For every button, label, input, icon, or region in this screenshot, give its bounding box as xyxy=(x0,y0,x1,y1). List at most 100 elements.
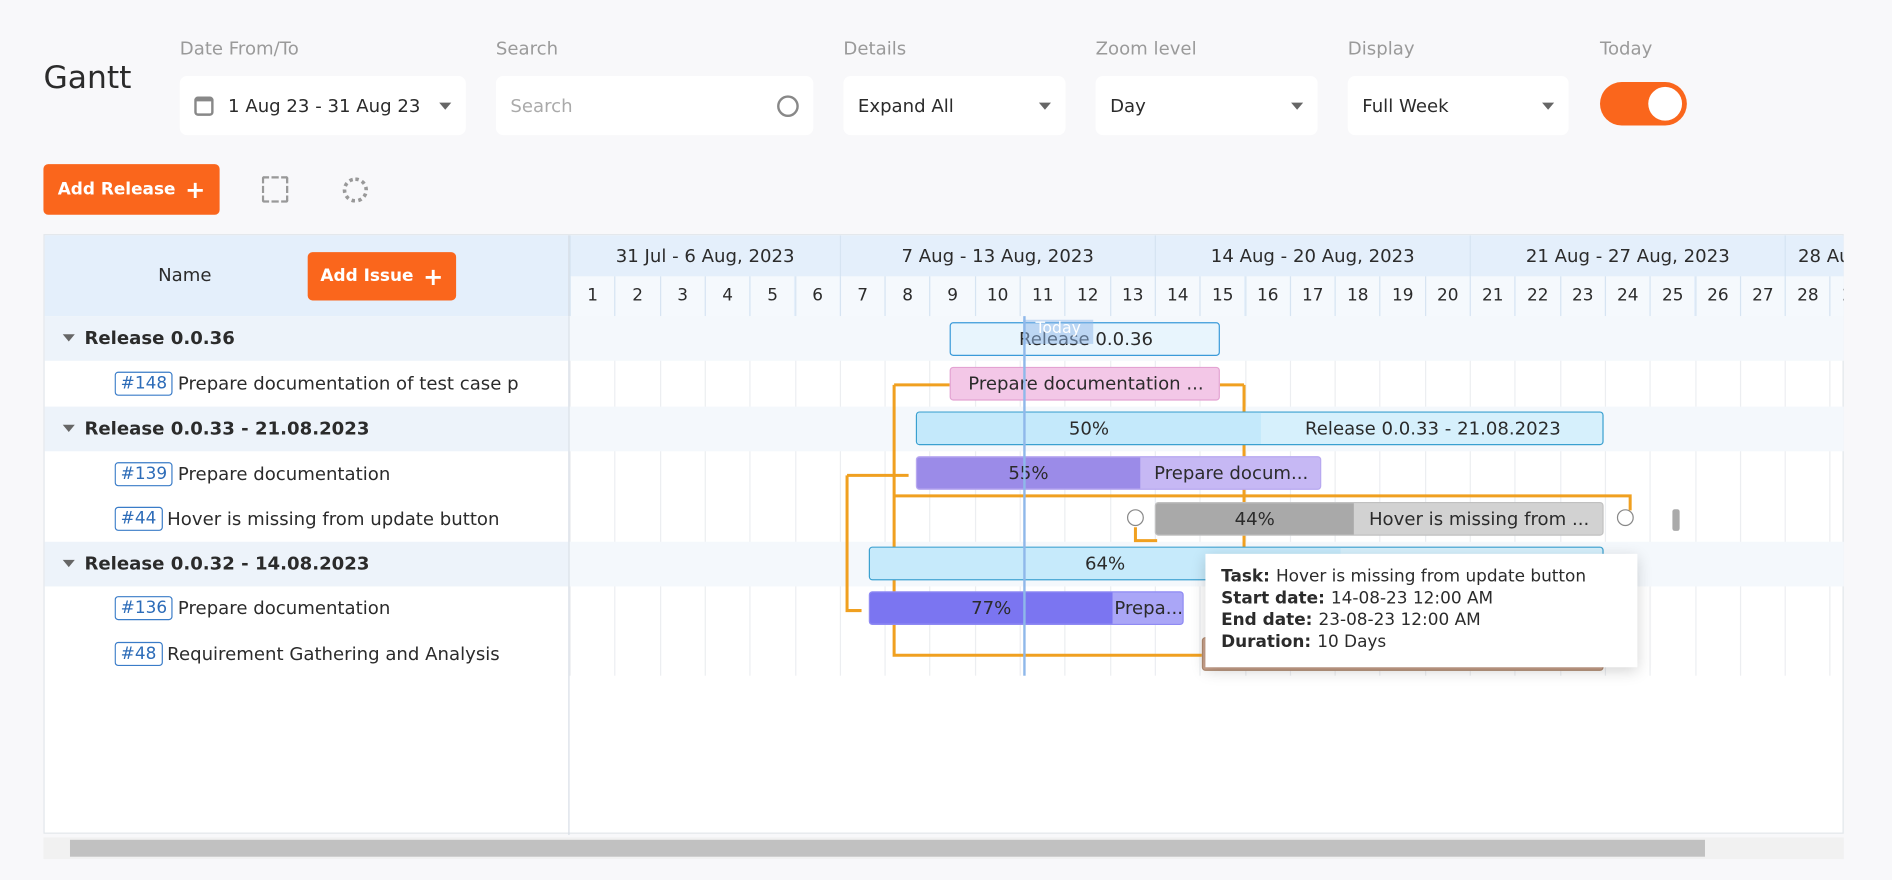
tooltip-line: Duration: 10 Days xyxy=(1221,631,1622,653)
dropdown-value: Full Week xyxy=(1362,94,1449,117)
day-label: 29 xyxy=(1829,276,1844,317)
day-label: 13 xyxy=(1109,276,1155,317)
grid-divider xyxy=(568,316,570,835)
day-label: 22 xyxy=(1514,276,1560,317)
expand-caret[interactable] xyxy=(62,334,75,342)
drag-handle[interactable] xyxy=(1126,509,1144,527)
task-progress xyxy=(917,457,1141,490)
task-bar[interactable]: 55% Prepare docum... xyxy=(915,456,1322,491)
dropdown[interactable]: Full Week xyxy=(1347,76,1569,136)
day-label: 19 xyxy=(1379,276,1425,317)
issue-name: Requirement Gathering and Analysis xyxy=(167,642,500,665)
issue-id: #136 xyxy=(114,596,174,621)
issue-name: Prepare documentation xyxy=(177,462,391,485)
release-row-bg xyxy=(44,541,569,587)
issue-name: Prepare documentation xyxy=(177,597,391,620)
day-label: 11 xyxy=(1019,276,1065,317)
search-input[interactable]: Search xyxy=(495,76,814,136)
expand-caret[interactable] xyxy=(62,424,75,432)
day-label: 10 xyxy=(974,276,1020,317)
week-label: 7 Aug - 13 Aug, 2023 xyxy=(839,235,1155,277)
progress-label: 44% xyxy=(1234,507,1275,530)
issue-row: #136 Prepare documentation xyxy=(114,586,569,631)
release-name: Release 0.0.33 - 21.08.2023 xyxy=(84,417,370,439)
issue-id: #48 xyxy=(114,641,163,666)
resize-handle[interactable] xyxy=(1672,509,1680,531)
day-label: 28 xyxy=(1784,276,1830,317)
task-bar[interactable]: Prepare documentation ... xyxy=(949,366,1220,401)
day-label: 7 xyxy=(839,276,885,317)
name-header: Name xyxy=(158,264,212,286)
day-grid-line xyxy=(839,316,841,676)
dependency-line xyxy=(845,475,862,613)
dependency-line xyxy=(1133,527,1158,543)
today-toggle[interactable] xyxy=(1599,82,1687,126)
day-label: 12 xyxy=(1064,276,1110,317)
tooltip-value: Hover is missing from update button xyxy=(1275,567,1587,587)
day-label: 26 xyxy=(1694,276,1740,317)
search-placeholder: Search xyxy=(510,94,573,117)
day-label: 15 xyxy=(1199,276,1245,317)
filter-label: Today xyxy=(1599,37,1653,60)
bar-label: Hover is missing from ... xyxy=(1368,507,1590,530)
add-release-button[interactable]: Add Release + xyxy=(43,164,220,215)
day-label: 17 xyxy=(1289,276,1335,317)
expand-caret[interactable] xyxy=(62,559,75,567)
progress-label: 77% xyxy=(971,597,1012,620)
caret xyxy=(1291,101,1304,110)
dropdown[interactable]: Day xyxy=(1095,76,1318,136)
issue-id: #139 xyxy=(114,461,174,486)
task-bar[interactable]: 77% Prepa... xyxy=(868,591,1184,626)
tooltip-line: Start date: 14-08-23 12:00 AM xyxy=(1221,588,1622,610)
day-grid-line xyxy=(749,316,751,676)
add-issue-button[interactable]: Add Issue + xyxy=(307,252,457,301)
issue-id: #44 xyxy=(114,506,163,531)
gantt-container: Name Add Issue +1 2 3 4 5 6 7 8 9 10 11 12 13 14 15 16 17 1… xyxy=(43,234,1844,835)
day-grid-line xyxy=(794,316,796,676)
day-label: 5 xyxy=(749,276,795,317)
tooltip-line: Task: Hover is missing from update button xyxy=(1221,566,1622,588)
caret xyxy=(1542,101,1555,110)
day-grid-line xyxy=(1784,316,1786,676)
task-bar[interactable]: 50% Release 0.0.33 - 21.08.2023 xyxy=(915,411,1604,446)
dropdown[interactable]: Expand All xyxy=(843,76,1066,136)
caret xyxy=(1038,101,1051,110)
day-label: 9 xyxy=(929,276,975,317)
day-grid-line xyxy=(704,316,706,676)
settings-icon[interactable] xyxy=(342,177,369,203)
day-label: 1 xyxy=(569,276,615,317)
dropdown-value: Day xyxy=(1110,94,1146,117)
tooltip-value: 10 Days xyxy=(1317,632,1387,652)
dropdown[interactable]: 1 Aug 23 - 31 Aug 23 xyxy=(179,76,466,136)
bar-label: Prepare docum... xyxy=(1154,462,1309,485)
button-text: Add Release xyxy=(57,179,176,200)
day-grid-line xyxy=(1649,316,1651,676)
dropdown-value: Expand All xyxy=(857,94,954,117)
day-grid-line xyxy=(614,316,616,676)
issue-row: #44 Hover is missing from update button xyxy=(114,496,569,541)
day-label: 23 xyxy=(1559,276,1605,317)
day-grid-line xyxy=(884,316,886,676)
day-label: 8 xyxy=(884,276,930,317)
filter-label: Details xyxy=(843,37,907,60)
day-grid-line xyxy=(569,316,571,676)
progress-label: 50% xyxy=(1068,417,1110,440)
scrollbar-thumb[interactable] xyxy=(69,839,1705,857)
today-line xyxy=(1023,316,1026,676)
tooltip-line: End date: 23-08-23 12:00 AM xyxy=(1221,609,1622,631)
fullscreen-icon[interactable] xyxy=(261,176,289,203)
tooltip-key: Task: xyxy=(1221,567,1270,587)
day-label: 16 xyxy=(1244,276,1290,317)
release-row-bg xyxy=(44,316,569,362)
bar-label: Prepa... xyxy=(1114,597,1183,620)
day-label: 25 xyxy=(1649,276,1695,317)
drag-handle[interactable] xyxy=(1616,509,1634,527)
day-label: 2 xyxy=(614,276,660,317)
day-grid-line xyxy=(1829,316,1831,676)
bar-label: Release 0.0.33 - 21.08.2023 xyxy=(1305,417,1561,440)
release-name: Release 0.0.36 xyxy=(84,326,235,349)
task-bar[interactable]: 44% Hover is missing from ... xyxy=(1154,501,1604,536)
dependency-line xyxy=(894,494,1632,511)
dropdown-value: 1 Aug 23 - 31 Aug 23 xyxy=(228,94,421,117)
